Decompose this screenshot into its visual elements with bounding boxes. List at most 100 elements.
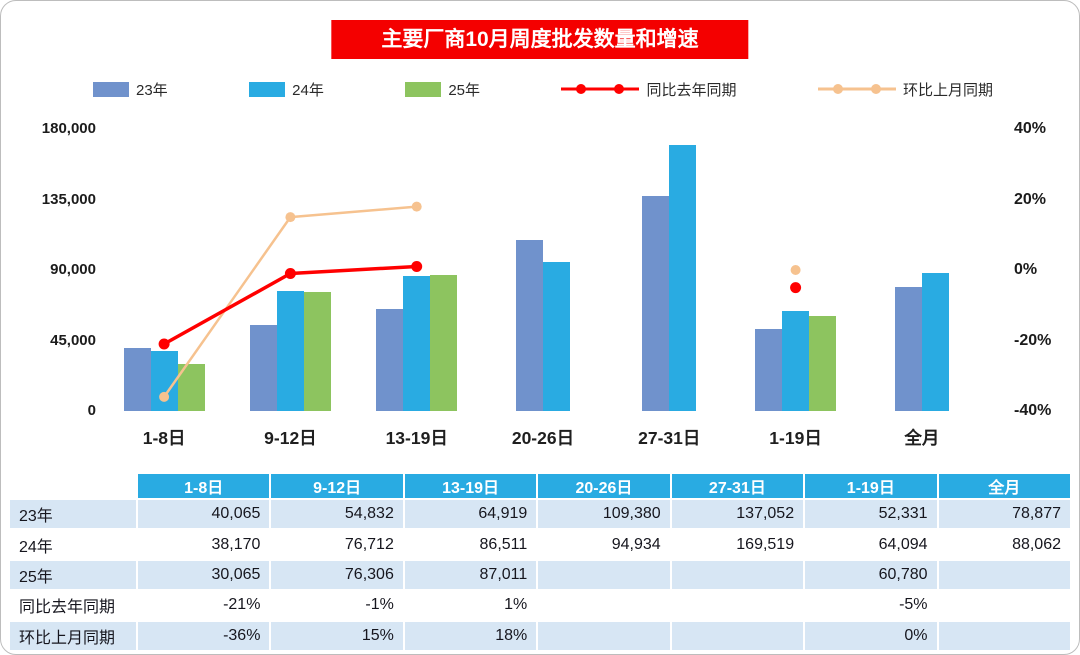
bar-group-1-19日 <box>732 129 858 411</box>
x-axis-label-1-8日: 1-8日 <box>142 428 186 448</box>
table-cell <box>536 558 672 592</box>
marker-同比去年同期-1-8日 <box>158 338 170 350</box>
bar-24年-13-19日 <box>403 275 431 411</box>
table-cell: 78,877 <box>936 497 1073 531</box>
x-axis-label-9-12日: 9-12日 <box>264 428 317 448</box>
legend-label: 25年 <box>448 81 480 99</box>
table-cell: 76,306 <box>269 558 405 592</box>
y-axis-right-tick: 0% <box>1014 261 1038 278</box>
table-cell: 18% <box>402 619 539 653</box>
table-row-25年: 25年 30,065 76,306 87,011 60,780 <box>8 558 1073 592</box>
bar-23年-13-19日 <box>376 309 404 411</box>
bar-25年-1-19日 <box>809 315 837 411</box>
marker-环比上月同期-1-19日 <box>790 265 801 275</box>
bar-group-20-26日 <box>480 129 606 411</box>
table-cell: 1% <box>402 589 539 622</box>
table-header-row: 1-8日 9-12日 13-19日 20-26日 27-31日 1-19日 全月 <box>8 472 1073 500</box>
bar-24年-27-31日 <box>669 145 697 411</box>
bar-25年-9-12日 <box>303 291 331 411</box>
table-cell: 169,519 <box>669 528 806 561</box>
bar-group-13-19日 <box>354 129 480 411</box>
data-table: 1-8日 9-12日 13-19日 20-26日 27-31日 1-19日 全月 23年 40… <box>8 472 1073 653</box>
table-cell: -1% <box>269 589 405 622</box>
y-axis-right-tick: -40% <box>1014 402 1052 419</box>
table-cell: 76,712 <box>269 528 405 561</box>
row-label: 25年 <box>8 558 138 592</box>
bar-24年-20-26日 <box>542 262 570 411</box>
table-body: 23年 40,065 54,832 64,919 109,380 137,052 52,33… <box>8 497 1073 653</box>
bar-group-1-8日 <box>101 129 227 411</box>
bar-23年-全月 <box>894 287 922 411</box>
table-header-1-19日: 1-19日 <box>803 472 939 500</box>
table-cell <box>536 589 672 622</box>
table-cell <box>936 589 1073 622</box>
table-row-24年: 24年 38,170 76,712 86,511 94,934 169,519 64,094… <box>8 528 1073 561</box>
row-label: 环比上月同期 <box>8 619 138 653</box>
table-cell <box>536 619 672 653</box>
bar-23年-27-31日 <box>642 196 670 411</box>
table-cell: 137,052 <box>669 497 806 531</box>
y-axis-left-tick: 180,000 <box>41 120 96 137</box>
y-axis-right-tick: 40% <box>1014 120 1047 137</box>
table-cell: -5% <box>803 589 939 622</box>
row-label: 同比去年同期 <box>8 589 138 622</box>
marker-同比去年同期-9-12日 <box>284 268 296 279</box>
table-header-全月: 全月 <box>936 472 1073 500</box>
table-header-27-31日: 27-31日 <box>669 472 806 500</box>
bar-23年-20-26日 <box>515 239 543 411</box>
table-cell: 52,331 <box>803 497 939 531</box>
table-cell: 94,934 <box>536 528 672 561</box>
table-row-23年: 23年 40,065 54,832 64,919 109,380 137,052 52,33… <box>8 497 1073 531</box>
bar-24年-全月 <box>921 273 949 411</box>
table-cell: 109,380 <box>536 497 672 531</box>
x-axis-label-13-19日: 13-19日 <box>385 428 448 448</box>
table-cell: 86,511 <box>402 528 539 561</box>
table-row-同比去年同期: 同比去年同期 -21% -1% 1% -5% <box>8 589 1073 622</box>
legend-label: 24年 <box>292 81 324 99</box>
table-row-环比上月同期: 环比上月同期 -36% 15% 18% 0% <box>8 619 1073 653</box>
legend-label: 环比上月同期 <box>902 81 993 99</box>
x-axis-label-20-26日: 20-26日 <box>511 428 575 448</box>
table-cell: 15% <box>269 619 405 653</box>
x-axis: 1-8日 9-12日 13-19日 20-26日 27-31日 1-19日 全月 <box>101 425 985 451</box>
table-cell: 38,170 <box>135 528 272 561</box>
legend-line-icon <box>561 84 640 94</box>
table-cell <box>669 558 806 592</box>
legend-label: 同比去年同期 <box>646 81 737 99</box>
line-环比上月同期 <box>162 205 418 399</box>
table-cell: 87,011 <box>402 558 539 592</box>
table-cell: 88,062 <box>936 528 1073 561</box>
marker-环比上月同期-1-8日 <box>159 391 170 402</box>
bar-24年-9-12日 <box>276 290 304 411</box>
line-overlay <box>158 201 802 402</box>
legend-item-0: 23年 <box>93 79 168 100</box>
x-axis-label-1-19日: 1-19日 <box>769 428 822 448</box>
y-axis-right-tick: -20% <box>1014 331 1052 349</box>
legend-label: 23年 <box>136 81 168 99</box>
table-head: 1-8日 9-12日 13-19日 20-26日 27-31日 1-19日 全月 <box>8 472 1073 500</box>
table-header-13-19日: 13-19日 <box>402 472 539 500</box>
table-cell: 64,094 <box>803 528 939 561</box>
bar-group-27-31日 <box>606 129 732 411</box>
legend-line-icon <box>817 84 896 94</box>
table-cell: 60,780 <box>803 558 939 592</box>
table-cell: -36% <box>135 619 272 653</box>
bar-25年-13-19日 <box>430 274 458 411</box>
y-axis-left-tick: 45,000 <box>50 331 96 349</box>
x-axis-label-全月: 全月 <box>904 428 940 448</box>
bar-23年-9-12日 <box>249 325 277 411</box>
y-axis-left-tick: 90,000 <box>50 261 96 278</box>
marker-同比去年同期-13-19日 <box>411 261 423 272</box>
y-axis-right-tick: 20% <box>1014 190 1047 208</box>
bar-23年-1-8日 <box>123 348 151 411</box>
data-table-wrap: 1-8日 9-12日 13-19日 20-26日 27-31日 1-19日 全月 23年 40… <box>8 472 1073 653</box>
table-cell: 64,919 <box>402 497 539 531</box>
table-corner-cell <box>8 472 138 500</box>
plot-area <box>101 129 985 411</box>
marker-环比上月同期-9-12日 <box>285 212 296 223</box>
legend-swatch-icon <box>249 81 286 97</box>
y-axis-left-tick: 0 <box>87 402 96 419</box>
legend-item-3: 同比去年同期 <box>561 79 736 100</box>
bar-group-9-12日 <box>227 129 353 411</box>
